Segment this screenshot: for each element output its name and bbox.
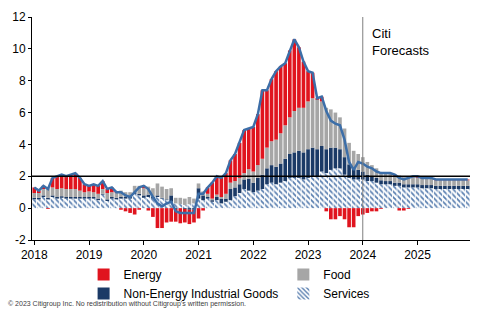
svg-text:2018: 2018 [21, 248, 48, 262]
svg-text:2019: 2019 [76, 248, 103, 262]
svg-text:-2: -2 [15, 233, 26, 247]
svg-text:Food: Food [323, 268, 350, 282]
svg-text:0: 0 [19, 201, 26, 215]
svg-text:2025: 2025 [404, 248, 431, 262]
svg-text:Energy: Energy [124, 268, 162, 282]
svg-text:© 2023 Citigroup Inc. No redis: © 2023 Citigroup Inc. No redistribution … [8, 300, 246, 308]
svg-text:2021: 2021 [185, 248, 212, 262]
svg-text:2020: 2020 [130, 248, 157, 262]
svg-text:CitiForecasts: CitiForecasts [372, 26, 430, 58]
svg-text:6: 6 [19, 106, 26, 120]
svg-text:2024: 2024 [349, 248, 376, 262]
svg-text:Services: Services [323, 287, 369, 301]
svg-text:12: 12 [12, 10, 26, 24]
svg-text:10: 10 [12, 42, 26, 56]
svg-text:4: 4 [19, 138, 26, 152]
svg-text:Non-Energy Industrial Goods: Non-Energy Industrial Goods [124, 287, 279, 301]
svg-text:2022: 2022 [240, 248, 267, 262]
svg-text:8: 8 [19, 74, 26, 88]
svg-text:2023: 2023 [295, 248, 322, 262]
svg-text:2: 2 [19, 169, 26, 183]
